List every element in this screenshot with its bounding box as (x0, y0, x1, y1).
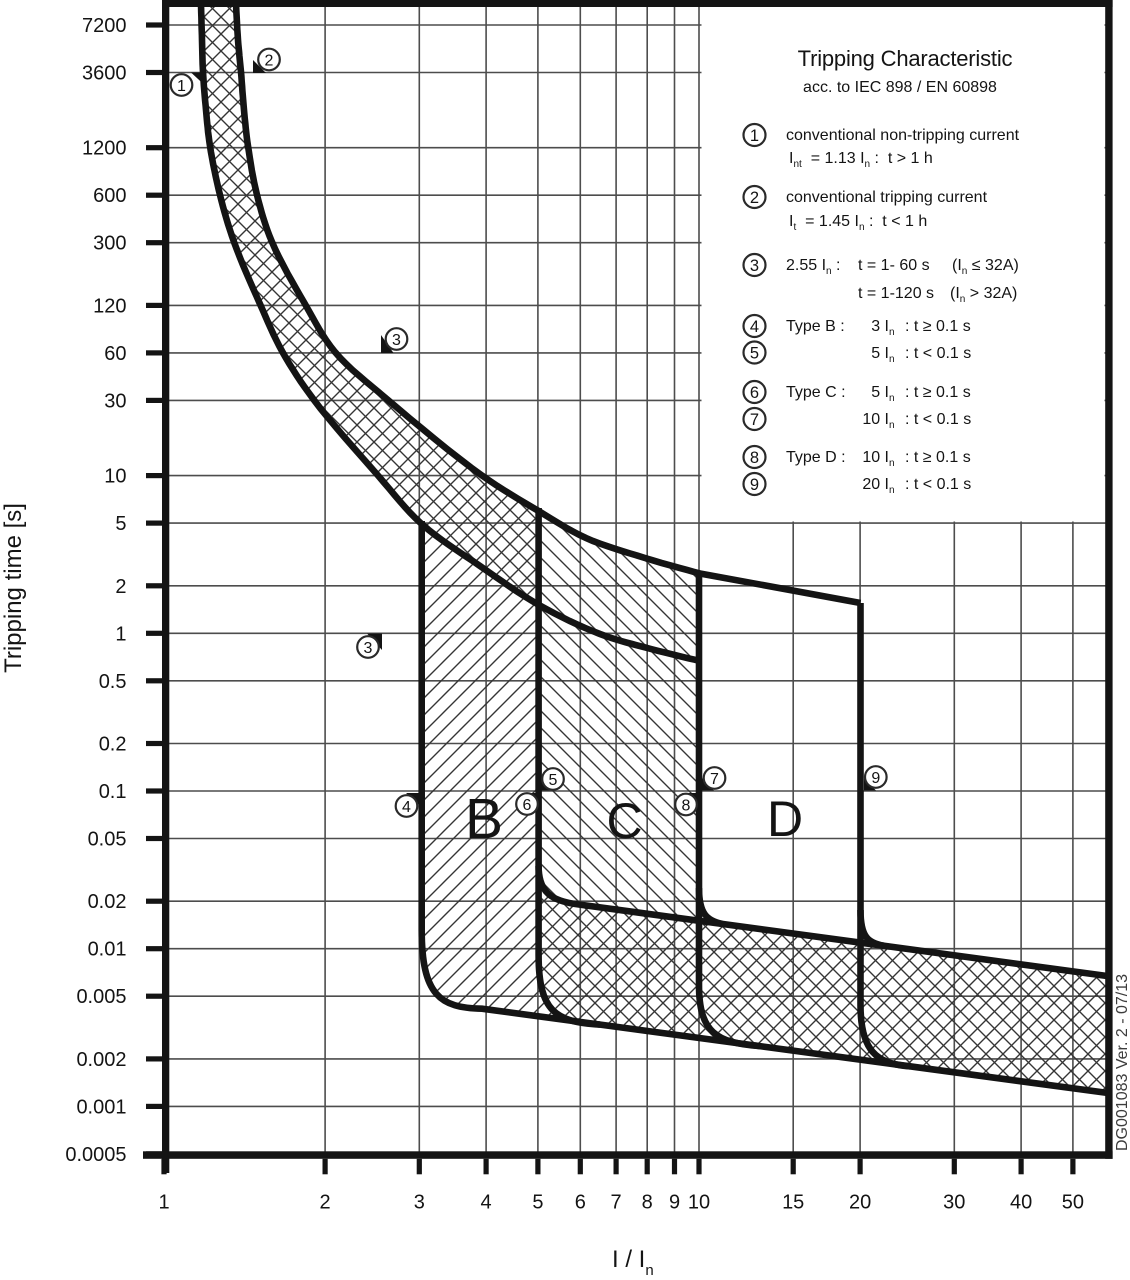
svg-text:0.05: 0.05 (88, 829, 127, 851)
svg-text:15: 15 (782, 1192, 804, 1214)
svg-text:9: 9 (750, 476, 759, 494)
svg-text:: t < 0.1 s: : t < 0.1 s (905, 345, 971, 362)
svg-text:9: 9 (871, 770, 880, 787)
svg-text:5: 5 (532, 1192, 543, 1214)
svg-text:5: 5 (750, 344, 759, 362)
svg-text:3: 3 (414, 1192, 425, 1214)
svg-text:t = 1-120 s: t = 1-120 s (858, 285, 934, 302)
svg-text:10 I: 10 I (862, 411, 889, 428)
svg-text:Type D :: Type D : (786, 449, 846, 466)
svg-text:40: 40 (1010, 1192, 1032, 1214)
svg-text:7: 7 (611, 1192, 622, 1214)
svg-text:2: 2 (750, 189, 759, 207)
svg-text:: t < 0.1 s: : t < 0.1 s (905, 411, 971, 428)
svg-text:n: n (889, 354, 895, 365)
svg-text:1: 1 (115, 623, 126, 645)
svg-text:5 I: 5 I (871, 384, 889, 401)
svg-text:10 I: 10 I (862, 449, 889, 466)
svg-text:C: C (606, 793, 642, 849)
svg-text:: t ≥ 0.1 s: : t ≥ 0.1 s (905, 384, 971, 401)
svg-text:6: 6 (523, 797, 532, 814)
svg-text:1: 1 (750, 127, 759, 145)
svg-text:D: D (767, 791, 803, 847)
svg-text:0.005: 0.005 (76, 986, 126, 1008)
svg-text:: t ≥ 0.1 s: : t ≥ 0.1 s (905, 449, 971, 466)
svg-text:Type B :: Type B : (786, 318, 845, 335)
svg-text:7200: 7200 (82, 15, 127, 37)
svg-text:n: n (889, 485, 895, 496)
svg-text:30: 30 (104, 390, 126, 412)
svg-text:conventional non-tripping curr: conventional non-tripping current (786, 127, 1020, 144)
svg-text:8: 8 (642, 1192, 653, 1214)
svg-text:600: 600 (93, 185, 126, 207)
svg-text:4: 4 (402, 799, 411, 816)
svg-text:acc. to IEC 898 / EN 60898: acc. to IEC 898 / EN 60898 (803, 79, 997, 96)
svg-text:n: n (889, 393, 895, 404)
svg-text:3 I: 3 I (871, 318, 889, 335)
svg-text:0.5: 0.5 (99, 671, 127, 693)
svg-text:8: 8 (682, 797, 691, 814)
svg-text:5: 5 (115, 513, 126, 535)
svg-text:300: 300 (93, 233, 126, 255)
svg-text:50: 50 (1062, 1192, 1084, 1214)
svg-text:conventional tripping current: conventional tripping current (786, 189, 988, 206)
svg-text:0.02: 0.02 (88, 891, 127, 913)
svg-text:3: 3 (750, 257, 759, 275)
svg-text:Int = 1.13 In : t > 1 h: Int = 1.13 In : t > 1 h (789, 150, 933, 170)
svg-text:10: 10 (688, 1192, 710, 1214)
svg-text:6: 6 (750, 384, 759, 402)
svg-text:Type C :: Type C : (786, 384, 846, 401)
svg-text:7: 7 (750, 411, 759, 429)
svg-text:9: 9 (669, 1192, 680, 1214)
svg-text:Tripping Characteristic: Tripping Characteristic (798, 46, 1013, 71)
svg-text:0.2: 0.2 (99, 734, 127, 756)
svg-text:4: 4 (750, 318, 759, 336)
svg-text:Tripping time [s]: Tripping time [s] (0, 503, 27, 673)
svg-text:: t < 0.1 s: : t < 0.1 s (905, 476, 971, 493)
svg-text:120: 120 (93, 295, 126, 317)
svg-text:n: n (889, 458, 895, 469)
svg-text:3600: 3600 (82, 63, 127, 85)
svg-text:20 I: 20 I (862, 476, 889, 493)
svg-text:(In > 32A): (In > 32A) (950, 285, 1017, 305)
svg-text:0.1: 0.1 (99, 781, 127, 803)
svg-text:6: 6 (575, 1192, 586, 1214)
svg-text:30: 30 (943, 1192, 965, 1214)
svg-text:0.002: 0.002 (76, 1049, 126, 1071)
svg-text:0.01: 0.01 (88, 939, 127, 961)
svg-text:0.0005: 0.0005 (65, 1144, 126, 1166)
svg-text:B: B (465, 787, 503, 851)
svg-text:7: 7 (710, 771, 719, 788)
svg-text:3: 3 (364, 640, 373, 657)
svg-text:60: 60 (104, 343, 126, 365)
svg-text:DG001083 Ver. 2 - 07/13: DG001083 Ver. 2 - 07/13 (1114, 974, 1130, 1151)
svg-text:2: 2 (115, 576, 126, 598)
svg-text:t = 1- 60 s: t = 1- 60 s (858, 257, 930, 274)
svg-text:0.001: 0.001 (76, 1096, 126, 1118)
svg-text:n: n (889, 420, 895, 431)
svg-text:5: 5 (549, 772, 558, 789)
svg-text:1200: 1200 (82, 138, 127, 160)
svg-text:3: 3 (392, 332, 401, 349)
svg-text:5 I: 5 I (871, 345, 889, 362)
svg-text:10: 10 (104, 466, 126, 488)
svg-text:20: 20 (849, 1192, 871, 1214)
svg-text:2: 2 (265, 52, 274, 69)
svg-text:2: 2 (320, 1192, 331, 1214)
svg-text:: t ≥ 0.1 s: : t ≥ 0.1 s (905, 318, 971, 335)
svg-text:1: 1 (158, 1192, 169, 1214)
svg-text:8: 8 (750, 449, 759, 467)
svg-text:It = 1.45 In : t < 1 h: It = 1.45 In : t < 1 h (789, 213, 927, 233)
svg-text:n: n (889, 327, 895, 338)
svg-text:1: 1 (177, 78, 186, 95)
svg-text:(In ≤ 32A): (In ≤ 32A) (952, 257, 1019, 277)
svg-text:4: 4 (481, 1192, 492, 1214)
